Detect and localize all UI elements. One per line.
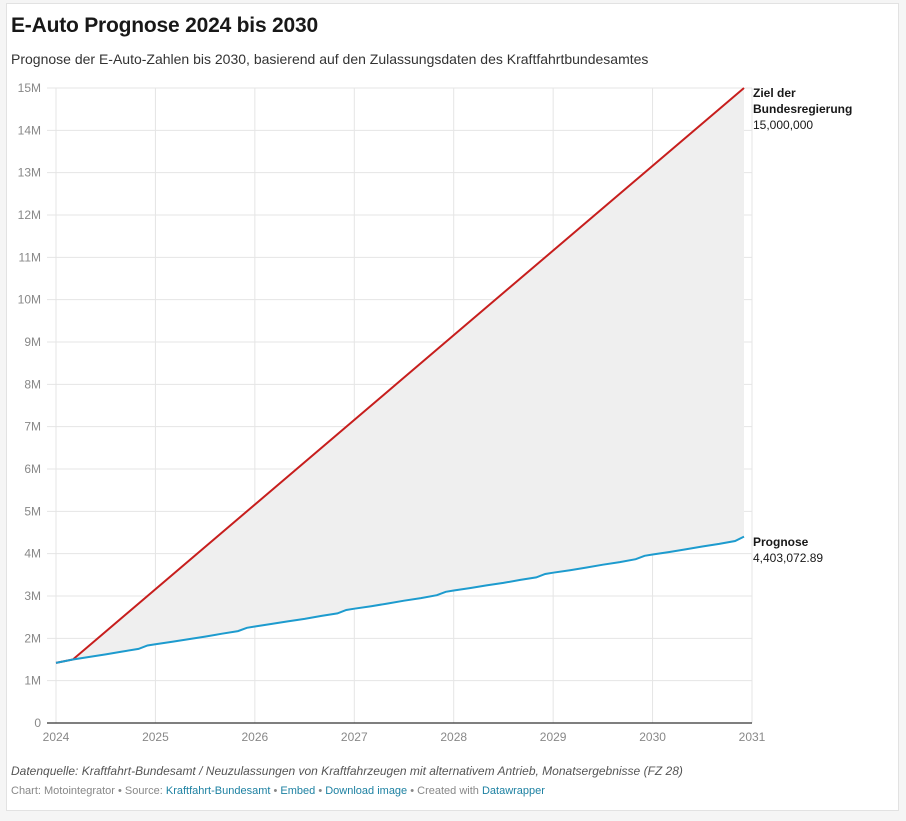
datawrapper-link[interactable]: Datawrapper — [481, 785, 545, 797]
y-tick-label: 13M — [18, 166, 41, 180]
y-tick-label: 9M — [24, 335, 41, 349]
x-tick-label: 2029 — [540, 730, 567, 744]
y-tick-label: 15M — [18, 81, 41, 95]
y-tick-label: 12M — [18, 208, 41, 222]
chart-footer: Chart: Motointegrator • Source: Kraftfah… — [11, 785, 545, 797]
y-tick-label: 4M — [24, 547, 41, 561]
separator: • — [407, 785, 418, 797]
y-tick-labels: 0 1M 2M 3M 4M 5M 6M 7M 8M 9M 10M 11M 12M 13M 14M 15M — [18, 81, 42, 730]
x-tick-label: 2027 — [341, 730, 368, 744]
y-tick-label: 1M — [24, 674, 41, 688]
target-end-value: 15,000,000 — [753, 118, 813, 132]
chart-notes: Datenquelle: Kraftfahrt-Bundesamt / Neuz… — [11, 764, 683, 778]
forecast-line — [55, 535, 745, 664]
forecast-label: Prognose 4,403,072.89 — [753, 535, 823, 565]
source-prefix: Source: — [124, 785, 166, 797]
x-tick-label: 2024 — [43, 730, 70, 744]
created-with: Created with — [417, 785, 482, 797]
target-label: Ziel der Bundesregierung 15,000,000 — [753, 86, 852, 132]
y-tick-label: 3M — [24, 589, 41, 603]
embed-link[interactable]: Embed — [280, 785, 316, 797]
download-image-link[interactable]: Download image — [325, 785, 408, 797]
target-label-line1: Ziel der — [753, 86, 796, 100]
y-tick-label: 14M — [18, 123, 41, 137]
separator: • — [270, 785, 281, 797]
y-tick-label: 5M — [24, 504, 41, 518]
y-tick-label: 6M — [24, 462, 41, 476]
chart-credit: Chart: Motointegrator — [11, 785, 115, 797]
gap-area — [56, 88, 744, 663]
chart-subtitle: Prognose der E-Auto-Zahlen bis 2030, bas… — [11, 51, 649, 67]
y-tick-label: 11M — [19, 250, 41, 264]
source-link[interactable]: Kraftfahrt-Bundesamt — [165, 785, 271, 797]
x-tick-label: 2030 — [639, 730, 666, 744]
target-label-line2: Bundesregierung — [753, 102, 852, 116]
y-tick-label: 7M — [24, 420, 41, 434]
x-tick-label: 2028 — [440, 730, 467, 744]
x-tick-labels: 2024 2025 2026 2027 2028 2029 2030 2031 — [43, 730, 766, 744]
forecast-end-value: 4,403,072.89 — [753, 551, 823, 565]
chart-title: E-Auto Prognose 2024 bis 2030 — [11, 14, 318, 37]
separator: • — [315, 785, 326, 797]
y-tick-label: 0 — [34, 716, 41, 730]
x-tick-label: 2031 — [739, 730, 766, 744]
x-tick-label: 2025 — [142, 730, 169, 744]
separator: • — [114, 785, 125, 797]
y-tick-label: 2M — [24, 631, 41, 645]
x-tick-label: 2026 — [242, 730, 269, 744]
y-tick-label: 8M — [24, 377, 41, 391]
forecast-label-line1: Prognose — [753, 535, 809, 549]
y-tick-label: 10M — [18, 293, 41, 307]
